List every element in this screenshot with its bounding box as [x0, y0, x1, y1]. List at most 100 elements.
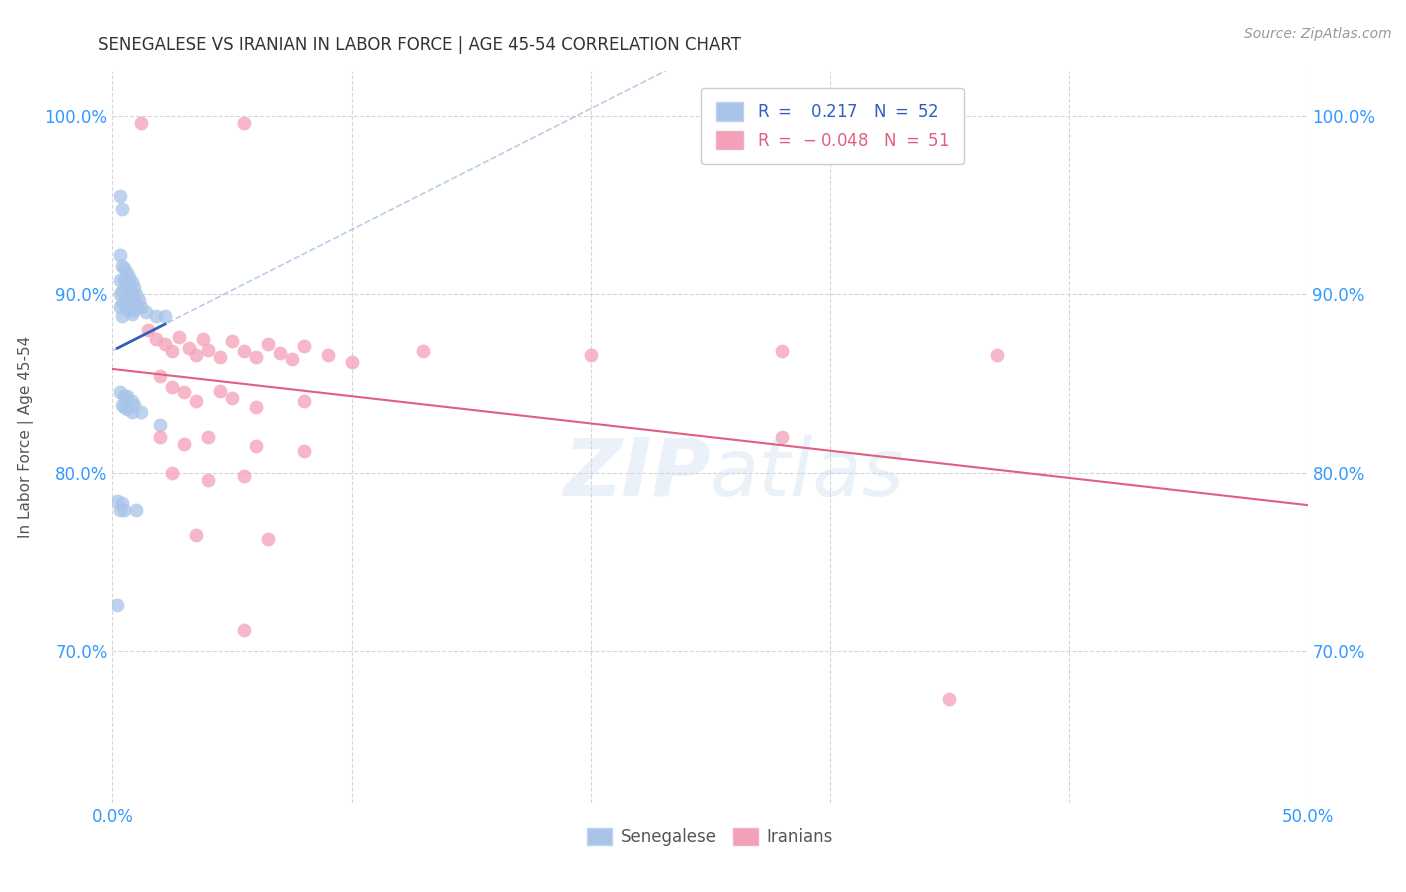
Point: [115, 301, 138, 316]
Point: [153, 309, 176, 323]
Text: atlas: atlas: [710, 434, 905, 513]
Point: [986, 348, 1008, 362]
Point: [221, 334, 243, 348]
Point: [209, 384, 232, 398]
Point: [111, 398, 134, 412]
Point: [121, 285, 143, 300]
Point: [121, 275, 143, 289]
Point: [145, 309, 167, 323]
Point: [114, 273, 135, 287]
Point: [111, 309, 134, 323]
Point: [579, 348, 602, 362]
Point: [186, 394, 208, 409]
Point: [770, 344, 793, 359]
Point: [245, 350, 267, 364]
Point: [105, 598, 128, 612]
Point: [121, 405, 143, 419]
Point: [111, 296, 134, 310]
Point: [121, 394, 143, 409]
Point: [233, 116, 256, 130]
Point: [108, 503, 131, 517]
Point: [115, 278, 138, 293]
Point: [162, 466, 183, 480]
Point: [121, 296, 143, 310]
Point: [128, 293, 150, 307]
Point: [108, 287, 131, 301]
Point: [111, 496, 134, 510]
Point: [122, 303, 145, 318]
Point: [197, 473, 219, 487]
Point: [292, 394, 315, 409]
Point: [197, 343, 219, 357]
Point: [125, 503, 148, 517]
Point: [108, 273, 131, 287]
Point: [129, 300, 152, 314]
Point: [177, 341, 200, 355]
Point: [125, 287, 148, 301]
Point: [245, 400, 267, 414]
Point: [233, 344, 256, 359]
Point: [115, 291, 138, 305]
Point: [169, 330, 191, 344]
Point: [115, 389, 138, 403]
Point: [114, 389, 135, 403]
Point: [129, 116, 152, 130]
Point: [938, 692, 960, 706]
Point: [115, 266, 138, 280]
Point: [108, 189, 131, 203]
Point: [118, 303, 141, 318]
Point: [162, 380, 183, 394]
Point: [122, 280, 145, 294]
Point: [149, 430, 172, 444]
Point: [193, 332, 215, 346]
Point: [149, 417, 172, 432]
Point: [292, 339, 315, 353]
Text: Source: ZipAtlas.com: Source: ZipAtlas.com: [1244, 27, 1392, 41]
Point: [105, 494, 128, 508]
Point: [340, 355, 363, 369]
Point: [122, 398, 145, 412]
Point: [111, 202, 134, 216]
Point: [412, 344, 434, 359]
Point: [121, 307, 143, 321]
Point: [316, 348, 339, 362]
Point: [233, 623, 256, 637]
Point: [108, 385, 131, 400]
Legend: Senegalese, Iranians: Senegalese, Iranians: [581, 822, 839, 853]
Point: [173, 385, 195, 400]
Point: [221, 391, 243, 405]
Point: [114, 400, 135, 414]
Point: [257, 337, 280, 351]
Point: [186, 528, 208, 542]
Point: [197, 430, 219, 444]
Point: [122, 293, 145, 307]
Point: [162, 344, 183, 359]
Point: [209, 350, 232, 364]
Point: [186, 348, 208, 362]
Point: [281, 351, 304, 366]
Point: [129, 405, 152, 419]
Point: [118, 269, 141, 284]
Point: [149, 369, 172, 384]
Point: [111, 284, 134, 298]
Point: [108, 248, 131, 262]
Point: [233, 469, 256, 483]
Text: SENEGALESE VS IRANIAN IN LABOR FORCE | AGE 45-54 CORRELATION CHART: SENEGALESE VS IRANIAN IN LABOR FORCE | A…: [98, 36, 741, 54]
Point: [153, 337, 176, 351]
Point: [245, 439, 267, 453]
Point: [118, 280, 141, 294]
Point: [292, 444, 315, 458]
Point: [114, 260, 135, 275]
Point: [257, 532, 280, 546]
Point: [145, 332, 167, 346]
Point: [115, 401, 138, 416]
Point: [125, 300, 148, 314]
Point: [114, 503, 135, 517]
Text: ZIP: ZIP: [562, 434, 710, 513]
Point: [111, 259, 134, 273]
Point: [269, 346, 291, 360]
Y-axis label: In Labor Force | Age 45-54: In Labor Force | Age 45-54: [17, 336, 34, 538]
Point: [118, 293, 141, 307]
Point: [135, 305, 157, 319]
Point: [138, 323, 160, 337]
